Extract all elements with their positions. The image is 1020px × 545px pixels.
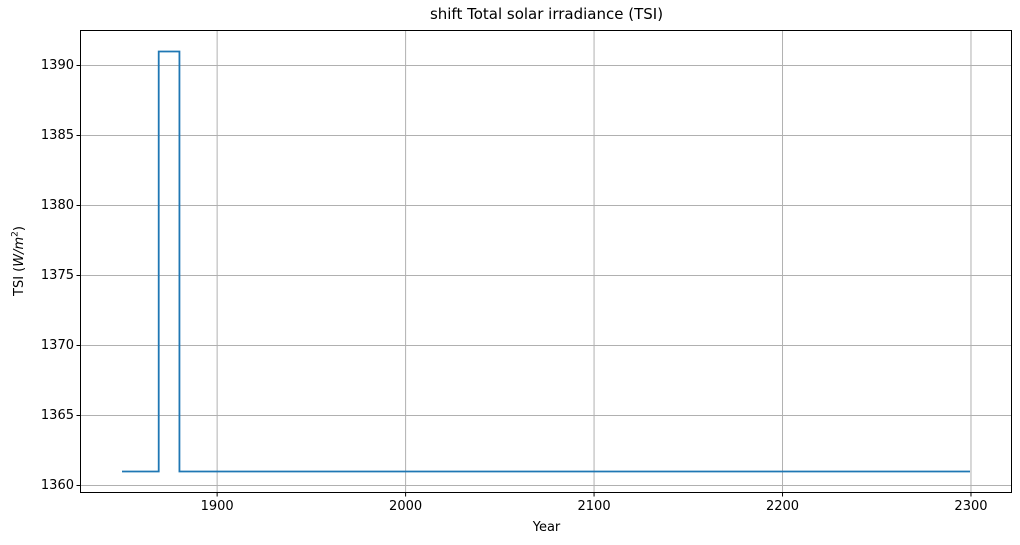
y-tick-label: 1365 bbox=[40, 407, 74, 423]
x-tick-label: 2000 bbox=[389, 499, 423, 514]
x-tick-label: 2300 bbox=[954, 499, 988, 514]
y-axis-label: TSI (W/m2) bbox=[10, 226, 28, 296]
y-tick-label: 1375 bbox=[40, 267, 74, 283]
y-axis-label-suffix: ) bbox=[12, 226, 27, 232]
y-axis-label-exponent: 2 bbox=[10, 231, 21, 237]
tsi-series-line bbox=[122, 50, 970, 473]
y-tick-label: 1360 bbox=[40, 477, 74, 493]
y-tick-label: 1390 bbox=[40, 57, 74, 73]
y-tick-label: 1385 bbox=[40, 127, 74, 143]
chart-title: shift Total solar irradiance (TSI) bbox=[429, 5, 664, 23]
y-axis-label-prefix: TSI ( bbox=[12, 266, 27, 296]
x-axis-label: Year bbox=[532, 520, 561, 535]
x-tick-label: 2100 bbox=[577, 499, 611, 514]
x-tick-label: 1900 bbox=[200, 499, 234, 514]
y-tick-label: 1380 bbox=[40, 197, 74, 213]
y-axis-label-unit: W/m bbox=[12, 236, 27, 267]
x-tick-label: 2200 bbox=[765, 499, 800, 514]
y-tick-label: 1370 bbox=[40, 337, 74, 353]
axes-spines bbox=[80, 30, 1012, 493]
plot-area bbox=[76, 30, 1012, 497]
